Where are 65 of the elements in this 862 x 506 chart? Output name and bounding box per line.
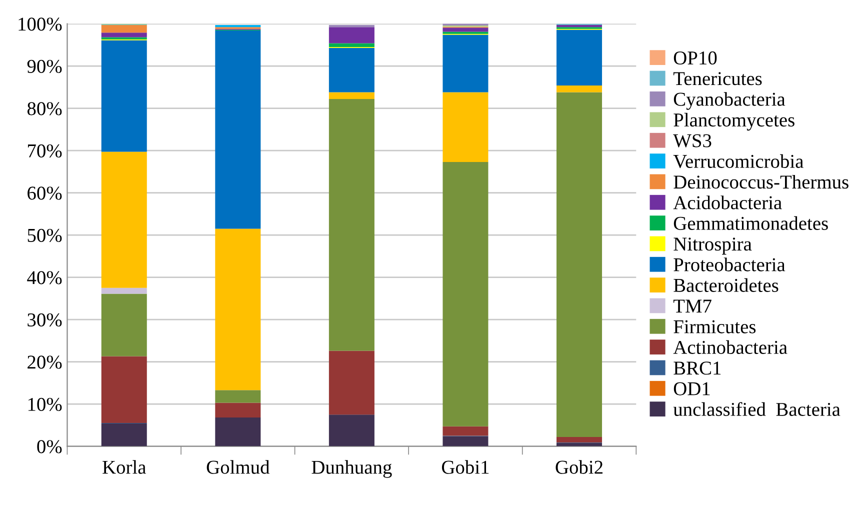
- bar: [442, 162, 488, 426]
- legend-label: unclassified Bacteria: [673, 402, 840, 416]
- bar: [101, 25, 147, 33]
- x-tick-label: Gobi2: [556, 460, 602, 474]
- bar: [442, 92, 488, 162]
- x-tick-label: Golmud: [206, 460, 270, 474]
- legend-label: Planctomycetes: [674, 112, 794, 131]
- bar: [101, 423, 147, 446]
- y-tick-label: 50%: [28, 228, 62, 242]
- legend-label: Acidobacteria: [673, 196, 782, 210]
- y-tick-label: 40%: [27, 271, 62, 284]
- legend-label: OD1: [674, 382, 710, 396]
- y-tick-label: 100%: [18, 18, 62, 31]
- legend-label: OP10: [674, 51, 717, 65]
- bar: [215, 402, 261, 418]
- bar: [556, 85, 602, 92]
- bar: [442, 436, 488, 446]
- legend-label: Proteobacteria: [674, 258, 786, 272]
- x-tick-label: Dunhuang: [312, 460, 392, 478]
- bar: [556, 436, 602, 442]
- bar: [328, 92, 374, 99]
- y-tick-label: 70%: [28, 144, 62, 158]
- bar: [215, 228, 261, 390]
- bar: [215, 30, 261, 229]
- legend-label: BRC1: [674, 362, 721, 375]
- bar: [328, 414, 374, 446]
- bar: [556, 30, 602, 86]
- bar: [101, 152, 147, 288]
- y-tick-label: 80%: [27, 102, 62, 116]
- bar: [328, 27, 374, 44]
- legend-label: Verrucomicrobia: [673, 154, 804, 168]
- legend-label: TM7: [673, 300, 712, 312]
- legend-label: Gemmatimonadetes: [674, 216, 828, 230]
- x-tick-label: Korla: [102, 460, 146, 474]
- bar: [328, 98, 374, 351]
- y-tick-label: 20%: [28, 356, 62, 369]
- legend-label: Cyanobacteria: [674, 92, 786, 110]
- y-tick-label: 60%: [28, 186, 62, 200]
- bar: [556, 442, 602, 446]
- bar: [328, 350, 374, 415]
- bar: [442, 426, 488, 436]
- bar: [442, 34, 488, 92]
- legend-label: Nitrospira: [674, 238, 752, 255]
- x-tick-label: Gobi1: [442, 460, 489, 474]
- bar: [101, 356, 147, 424]
- bar: [101, 40, 147, 152]
- legend-label: Firmicutes: [674, 320, 756, 334]
- bar: [101, 288, 147, 294]
- bar: [101, 32, 147, 38]
- bar: [215, 390, 261, 403]
- legend-label: Actinobacteria: [673, 340, 788, 354]
- legend-label: Bacteroidetes: [674, 278, 778, 292]
- bar: [215, 418, 261, 446]
- bar: [101, 294, 147, 356]
- bar: [328, 43, 374, 48]
- y-tick-label: 10%: [28, 398, 62, 412]
- y-tick-label: 90%: [27, 60, 62, 74]
- bar: [442, 28, 488, 32]
- y-tick-label: 0%: [37, 440, 62, 454]
- legend-label: Tenericutes: [673, 72, 762, 86]
- bar: [556, 92, 602, 437]
- legend-label: Deinococcus-Thermus: [674, 174, 848, 189]
- y-tick-label: 30%: [28, 313, 62, 327]
- bar: [328, 48, 374, 92]
- legend-label: WS3: [673, 134, 712, 148]
